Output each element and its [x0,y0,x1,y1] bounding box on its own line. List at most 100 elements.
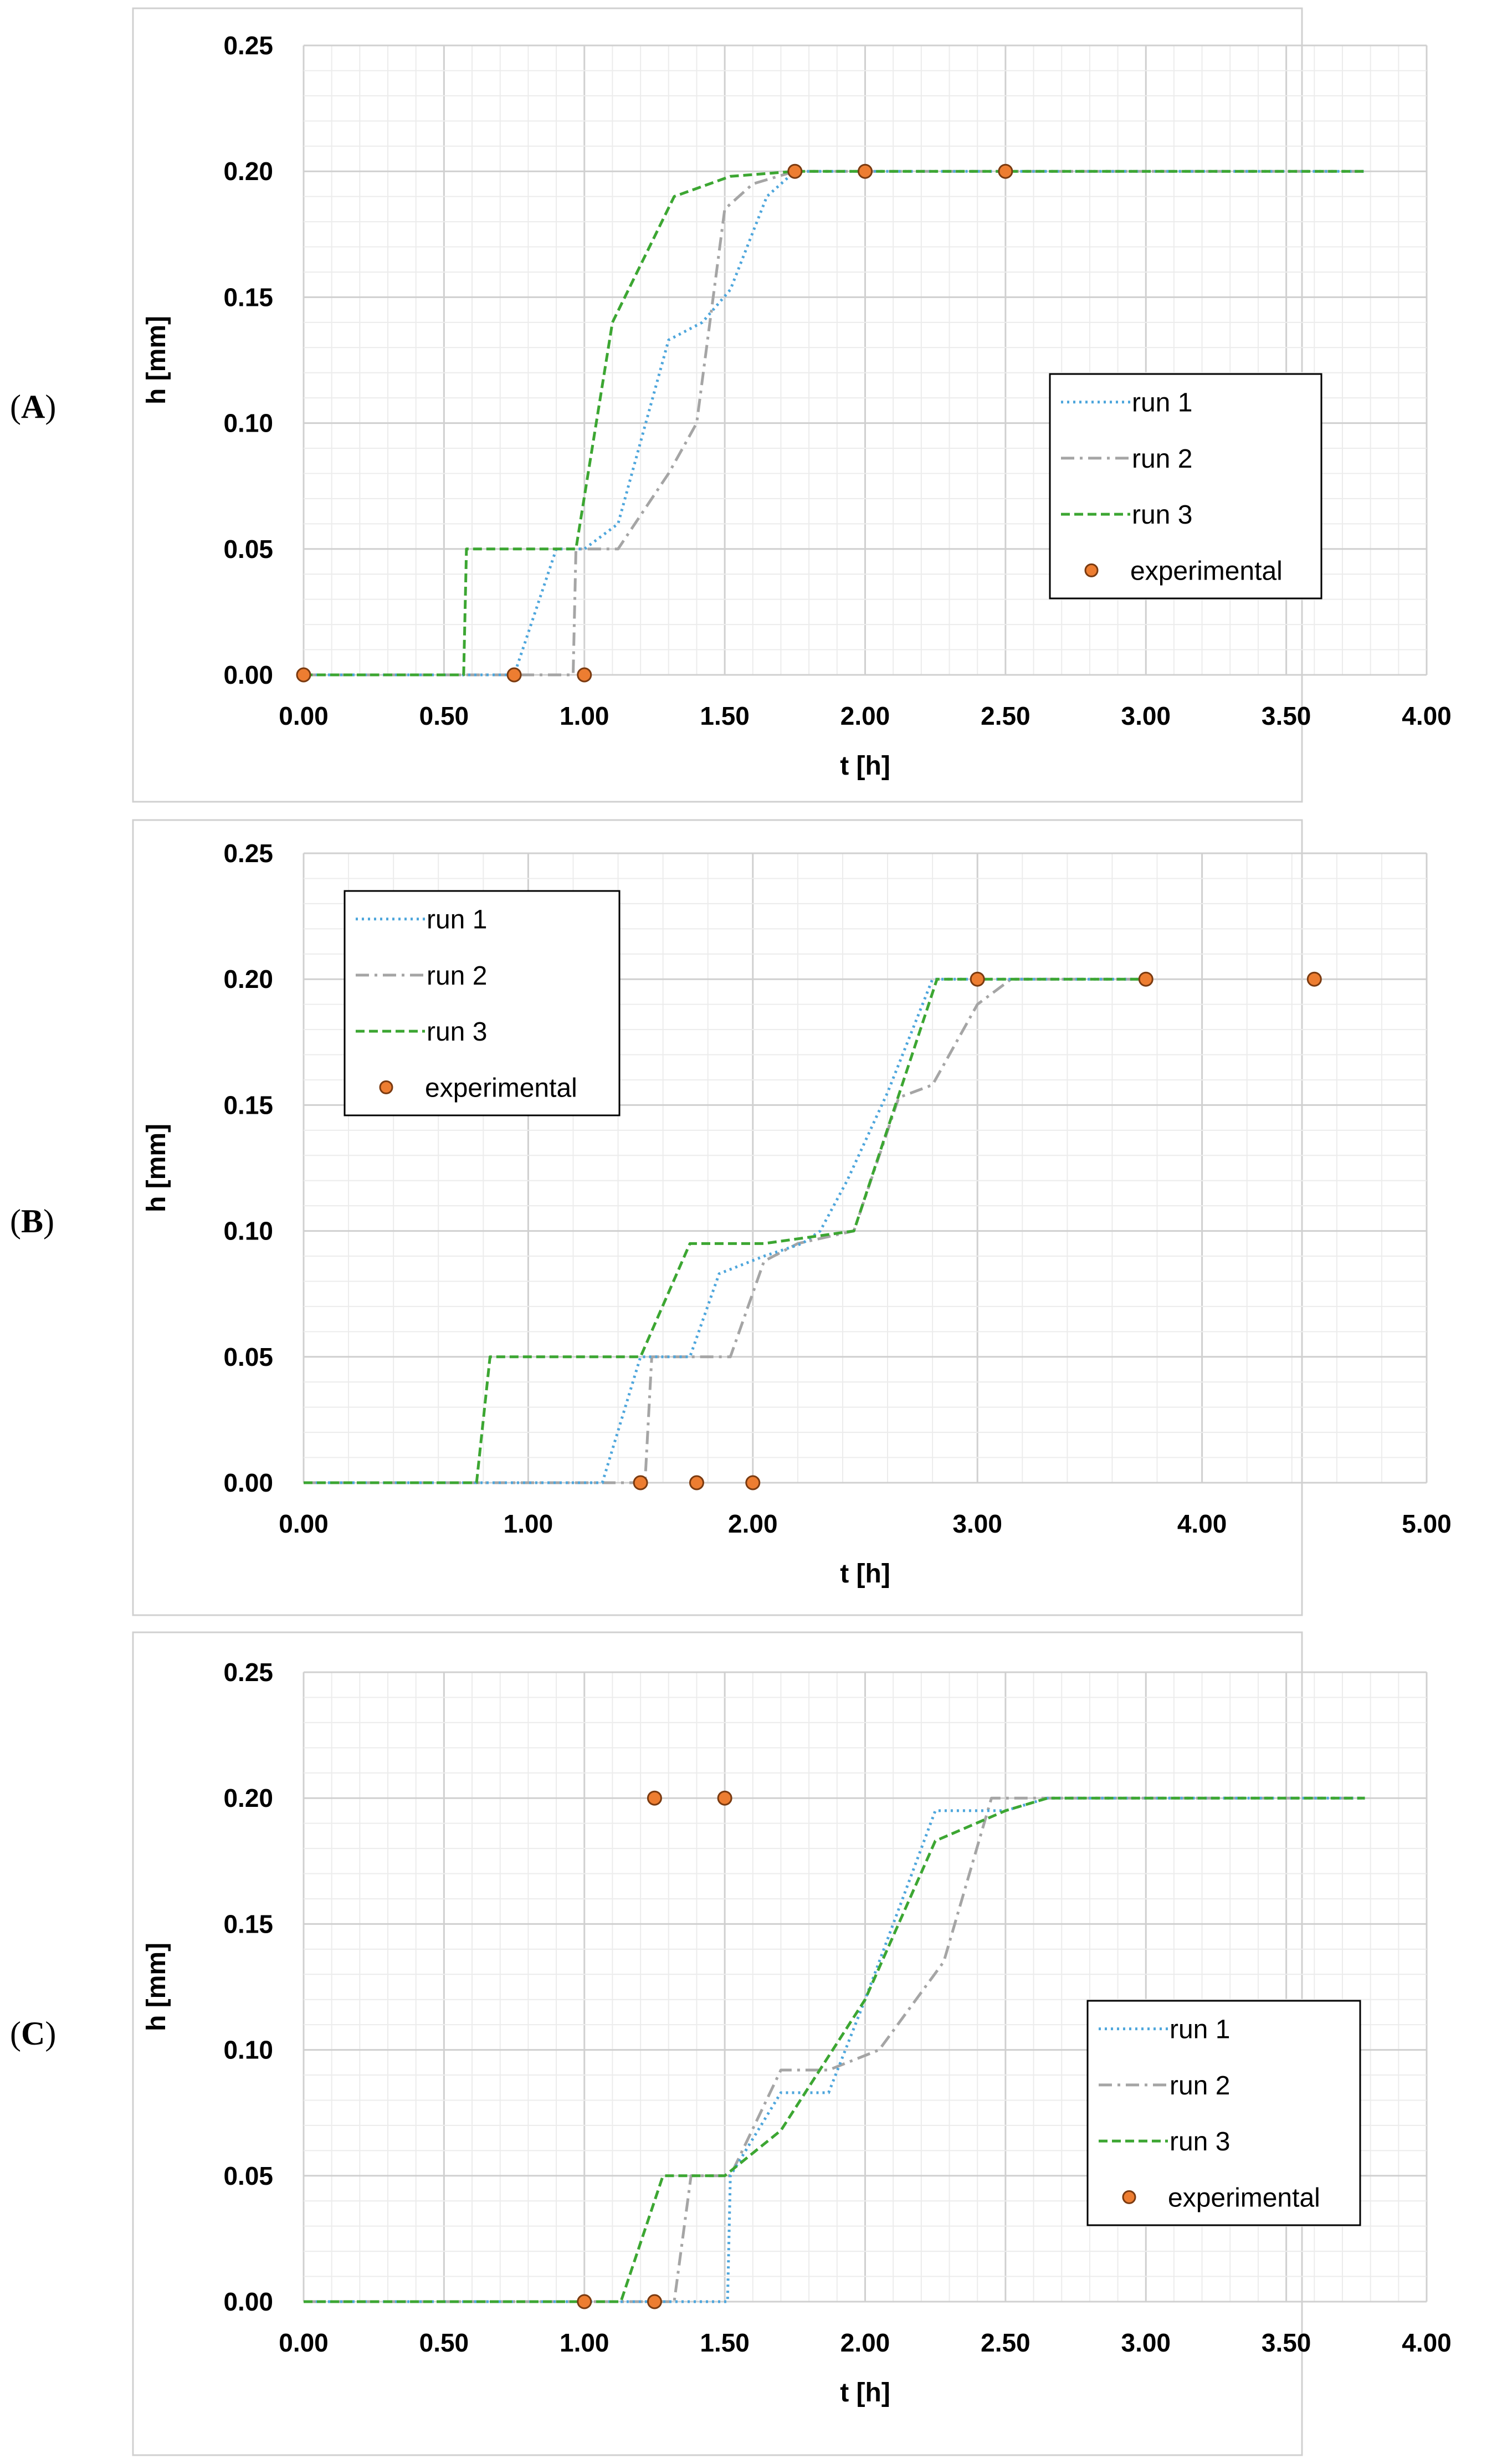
y-tick-label: 0.20 [223,1784,273,1812]
experimental-point [787,163,803,179]
y-tick-label: 0.05 [223,535,273,564]
run2-line [304,977,1153,1484]
x-tick-label: 1.00 [560,701,609,730]
y-axis-title: h [mm] [142,1943,171,2031]
legend-label: run 3 [1170,2127,1230,2156]
x-tick-label: 2.00 [840,701,890,730]
y-tick-label: 0.15 [223,1909,273,1938]
legend-label: run 3 [427,1017,487,1047]
panel-b: (B) 0.00 1.00 2.00 3.00 4.00 5.00 0.00 0.05 0.10… [0,814,1497,1627]
experimental-point [506,667,522,683]
y-tick-label: 0.25 [223,31,273,60]
x-tick-label: 3.00 [1121,2328,1171,2357]
experimental-point [1306,971,1322,987]
gridlines [303,44,1428,676]
run2-line [304,1796,1365,2303]
x-tick-label: 0.00 [279,1509,329,1538]
x-tick-label: 1.50 [700,701,750,730]
experimental-point [998,163,1013,179]
panel-a: (A) 0.00 0.50 1.00 1.50 2.00 2.50 3.00 3.50 4.00… [0,0,1497,814]
legend: run 1 run 2 run 3 experimental [344,890,621,1116]
experimental-point [858,163,873,179]
x-tick-label: 3.00 [952,1509,1002,1538]
panel-label-a: (A) [10,388,57,425]
legend-label: run 1 [1132,388,1192,418]
legend-swatch-experimental [1084,563,1099,577]
legend-label: run 2 [1132,444,1192,474]
legend: run 1 run 2 run 3 experimental [1086,2000,1361,2226]
y-tick-label: 0.15 [223,1090,273,1119]
y-tick-label: 0.25 [223,1658,273,1687]
x-tick-label: 4.00 [1177,1509,1227,1538]
run3-line [304,170,1365,677]
y-tick-label: 0.20 [223,157,273,186]
x-tick-label: 0.50 [419,2328,469,2357]
run3-line [304,977,1153,1484]
x-axis-title: t [h] [840,1559,890,1589]
y-tick-label: 0.25 [223,839,273,868]
y-tick-label: 0.00 [223,2287,273,2316]
panel-label-c: (C) [10,2015,57,2052]
legend-label: run 2 [1170,2071,1230,2101]
legend-swatch-experimental [1122,2190,1136,2204]
x-axis-title: t [h] [840,751,890,781]
experimental-point [717,1790,732,1806]
legend-label: run 3 [1132,500,1192,530]
y-tick-label: 0.00 [223,660,273,689]
legend-label: experimental [1130,556,1283,586]
experimental-point [296,667,311,683]
chart-a: 0.00 0.50 1.00 1.50 2.00 2.50 3.00 3.50 4.00 0.00… [132,7,1452,803]
legend-label: experimental [425,1073,577,1103]
experimental-point [577,667,592,683]
x-tick-label: 1.00 [560,2328,609,2357]
legend-swatch-experimental [379,1080,393,1094]
chart-b: 0.00 1.00 2.00 3.00 4.00 5.00 0.00 0.05 0.10 0.15… [132,819,1452,1616]
y-tick-label: 0.20 [223,965,273,993]
y-tick-label: 0.10 [223,409,273,438]
y-axis-title: h [mm] [142,1124,171,1212]
x-tick-label: 1.00 [504,1509,553,1538]
experimental-point [577,2294,592,2309]
x-tick-label: 2.50 [981,701,1031,730]
y-axis-title: h [mm] [142,316,171,404]
x-tick-label: 0.50 [419,701,469,730]
x-tick-label: 3.50 [1262,2328,1311,2357]
experimental-point [970,971,985,987]
chart-frame [132,819,1303,1616]
run3-line [304,1796,1365,2303]
x-tick-label: 5.00 [1402,1509,1452,1538]
experimental-point [647,1790,662,1806]
legend-label: experimental [1168,2183,1320,2212]
run2-line [304,170,1365,677]
x-tick-label: 4.00 [1402,2328,1452,2357]
x-tick-label: 4.00 [1402,701,1452,730]
legend-label: run 1 [1170,2015,1230,2045]
legend-label: run 1 [427,905,487,935]
y-tick-label: 0.10 [223,2036,273,2065]
run1-line [304,170,1365,677]
experimental-point [1138,971,1153,987]
x-tick-label: 2.50 [981,2328,1031,2357]
x-tick-label: 3.50 [1262,701,1311,730]
experimental-point [745,1475,761,1490]
y-tick-label: 0.05 [223,2161,273,2190]
x-tick-label: 2.00 [840,2328,890,2357]
x-tick-label: 3.00 [1121,701,1171,730]
legend: run 1 run 2 run 3 experimental [1049,373,1322,600]
chart-c: 0.00 0.50 1.00 1.50 2.00 2.50 3.00 3.50 4.00 0.00… [132,1631,1452,2456]
panel-c: (C) 0.00 0.50 1.00 1.50 2.00 2.50 3.00 3.50 4.00… [0,1627,1497,2464]
y-tick-label: 0.00 [223,1468,273,1497]
x-tick-label: 0.00 [279,701,329,730]
experimental-point [633,1475,648,1490]
x-tick-label: 2.00 [728,1509,778,1538]
y-tick-label: 0.10 [223,1217,273,1246]
x-tick-label: 1.50 [700,2328,750,2357]
experimental-point [689,1475,704,1490]
panel-label-b: (B) [10,1203,54,1239]
run1-line [304,1796,1365,2303]
y-tick-label: 0.15 [223,283,273,311]
y-tick-label: 0.05 [223,1343,273,1371]
experimental-point [647,2294,662,2309]
x-axis-title: t [h] [840,2378,890,2407]
legend-label: run 2 [427,961,487,991]
